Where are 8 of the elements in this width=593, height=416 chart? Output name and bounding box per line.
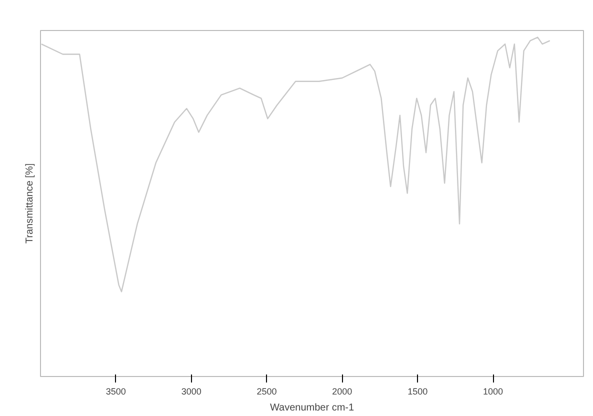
x-tick-label: 3500: [106, 386, 126, 396]
x-tick-label: 1000: [482, 386, 504, 396]
x-tick-label: 1500: [408, 386, 428, 396]
x-axis-title: Wavenumber cm-1: [270, 402, 354, 414]
x-tick-label: 2500: [256, 386, 277, 396]
y-axis-title: Transmittance [%]: [24, 163, 36, 244]
x-tick-label: 2000: [332, 386, 352, 396]
x-tick-label: 3000: [181, 386, 202, 396]
